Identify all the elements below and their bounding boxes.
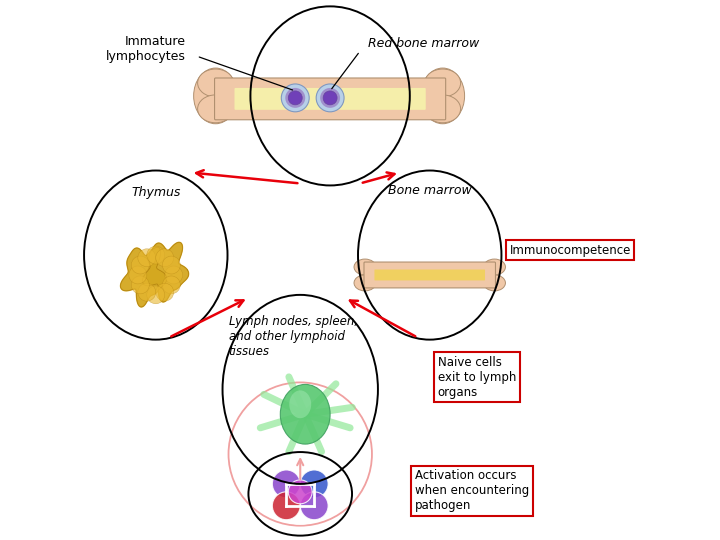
- Ellipse shape: [425, 95, 461, 123]
- Ellipse shape: [354, 259, 376, 275]
- FancyBboxPatch shape: [215, 78, 446, 120]
- Circle shape: [272, 492, 300, 519]
- Circle shape: [316, 84, 344, 112]
- Circle shape: [156, 249, 174, 267]
- Circle shape: [320, 88, 340, 108]
- Circle shape: [138, 249, 156, 267]
- Circle shape: [323, 91, 337, 105]
- Ellipse shape: [280, 384, 330, 444]
- Ellipse shape: [420, 68, 464, 124]
- Circle shape: [162, 256, 180, 274]
- Circle shape: [131, 256, 149, 274]
- Circle shape: [300, 492, 328, 519]
- Polygon shape: [143, 242, 189, 302]
- Text: Lymph nodes, spleen,
and other lymphoid
tissues: Lymph nodes, spleen, and other lymphoid …: [228, 315, 358, 358]
- Ellipse shape: [425, 69, 461, 97]
- Circle shape: [147, 246, 165, 264]
- Ellipse shape: [194, 68, 238, 124]
- Circle shape: [272, 470, 300, 498]
- Text: Immunocompetence: Immunocompetence: [510, 244, 631, 256]
- Circle shape: [282, 84, 309, 112]
- Ellipse shape: [197, 69, 233, 97]
- Text: Naive cells
exit to lymph
organs: Naive cells exit to lymph organs: [438, 356, 516, 399]
- Ellipse shape: [289, 390, 311, 418]
- FancyBboxPatch shape: [374, 269, 485, 280]
- FancyBboxPatch shape: [364, 262, 495, 288]
- Circle shape: [129, 266, 147, 284]
- Ellipse shape: [354, 275, 376, 291]
- Ellipse shape: [484, 259, 505, 275]
- Ellipse shape: [264, 463, 336, 525]
- Ellipse shape: [197, 95, 233, 123]
- Text: Thymus: Thymus: [131, 186, 181, 199]
- Polygon shape: [120, 247, 167, 307]
- Ellipse shape: [484, 275, 505, 291]
- Circle shape: [147, 286, 165, 304]
- Circle shape: [288, 91, 302, 105]
- Circle shape: [162, 276, 180, 294]
- Text: Red bone marrow: Red bone marrow: [368, 37, 480, 50]
- Circle shape: [165, 266, 183, 284]
- Circle shape: [138, 284, 156, 301]
- Text: Immature
lymphocytes: Immature lymphocytes: [106, 35, 186, 63]
- FancyBboxPatch shape: [235, 88, 426, 110]
- Circle shape: [156, 284, 174, 301]
- Circle shape: [285, 88, 305, 108]
- Circle shape: [300, 470, 328, 498]
- Circle shape: [288, 480, 312, 504]
- Circle shape: [131, 276, 149, 294]
- Text: Activation occurs
when encountering
pathogen: Activation occurs when encountering path…: [415, 469, 529, 512]
- Text: Bone marrow: Bone marrow: [388, 184, 472, 197]
